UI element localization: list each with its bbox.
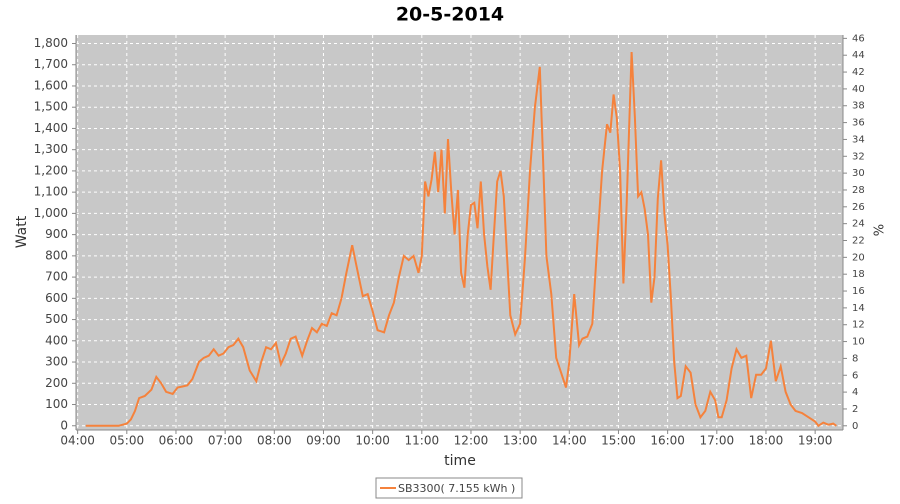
y2-tick-label: 32 [852,151,865,162]
y2-tick-label: 28 [852,185,865,196]
x-tick-label: 12:00 [454,434,489,448]
legend [375,477,523,499]
y2-tick-label: 26 [852,202,865,213]
y-tick-label: 0 [60,418,68,432]
y-tick-label: 1,500 [34,100,68,114]
x-tick-label: 04:00 [60,434,95,448]
y-tick-label: 700 [45,270,68,284]
y-tick-label: 1,100 [34,185,68,199]
y2-tick-label: 22 [852,236,865,247]
y-tick-label: 100 [45,397,68,411]
y2-tick-label: 4 [852,387,858,398]
chart-title: 20-5-2014 [396,4,504,26]
y2-tick-label: 46 [852,33,865,44]
y2-axis-label: % [873,224,888,236]
y-tick-label: 800 [45,248,68,262]
y-tick-label: 500 [45,312,68,326]
y-tick-label: 1,400 [34,121,68,135]
x-tick-label: 11:00 [405,434,440,448]
y2-tick-label: 40 [852,84,865,95]
y-tick-label: 1,600 [34,78,68,92]
y-tick-label: 300 [45,355,68,369]
legend-label: SB3300( 7.155 kWh ) [398,482,515,495]
y2-tick-label: 12 [852,320,865,331]
x-tick-label: 06:00 [159,434,194,448]
x-tick-label: 10:00 [355,434,390,448]
x-tick-label: 09:00 [306,434,341,448]
y-tick-label: 1,200 [34,163,68,177]
x-tick-label: 18:00 [749,434,784,448]
y2-tick-label: 6 [852,370,858,381]
y2-tick-label: 16 [852,286,865,297]
y2-tick-label: 0 [852,421,858,432]
x-tick-label: 16:00 [650,434,685,448]
y-tick-label: 600 [45,291,68,305]
y2-tick-label: 20 [852,252,865,263]
y-tick-label: 200 [45,376,68,390]
y-tick-label: 400 [45,333,68,347]
y2-tick-label: 44 [852,50,865,61]
x-tick-label: 05:00 [110,434,145,448]
y2-tick-label: 10 [852,337,865,348]
y2-tick-label: 18 [852,269,865,280]
y2-tick-label: 38 [852,101,865,112]
x-tick-label: 17:00 [700,434,735,448]
y-axis-label: Watt [14,215,30,248]
x-tick-label: 13:00 [503,434,538,448]
y-tick-label: 1,700 [34,57,68,71]
y2-tick-label: 34 [852,134,865,145]
y2-tick-label: 30 [852,168,865,179]
y2-tick-label: 14 [852,303,865,314]
x-tick-label: 14:00 [552,434,587,448]
x-tick-label: 19:00 [798,434,833,448]
y-tick-label: 1,300 [34,142,68,156]
y2-tick-label: 36 [852,118,865,129]
y-tick-label: 1,000 [34,206,68,220]
y-tick-label: 900 [45,227,68,241]
y-tick-label: 1,800 [34,36,68,50]
y2-tick-label: 8 [852,353,858,364]
y2-tick-label: 2 [852,404,858,415]
y2-tick-label: 24 [852,219,865,230]
series-line [85,51,837,428]
x-axis-label: time [444,453,476,469]
x-tick-label: 07:00 [208,434,243,448]
y2-tick-label: 42 [852,67,865,78]
x-tick-label: 08:00 [257,434,292,448]
x-tick-label: 15:00 [601,434,636,448]
